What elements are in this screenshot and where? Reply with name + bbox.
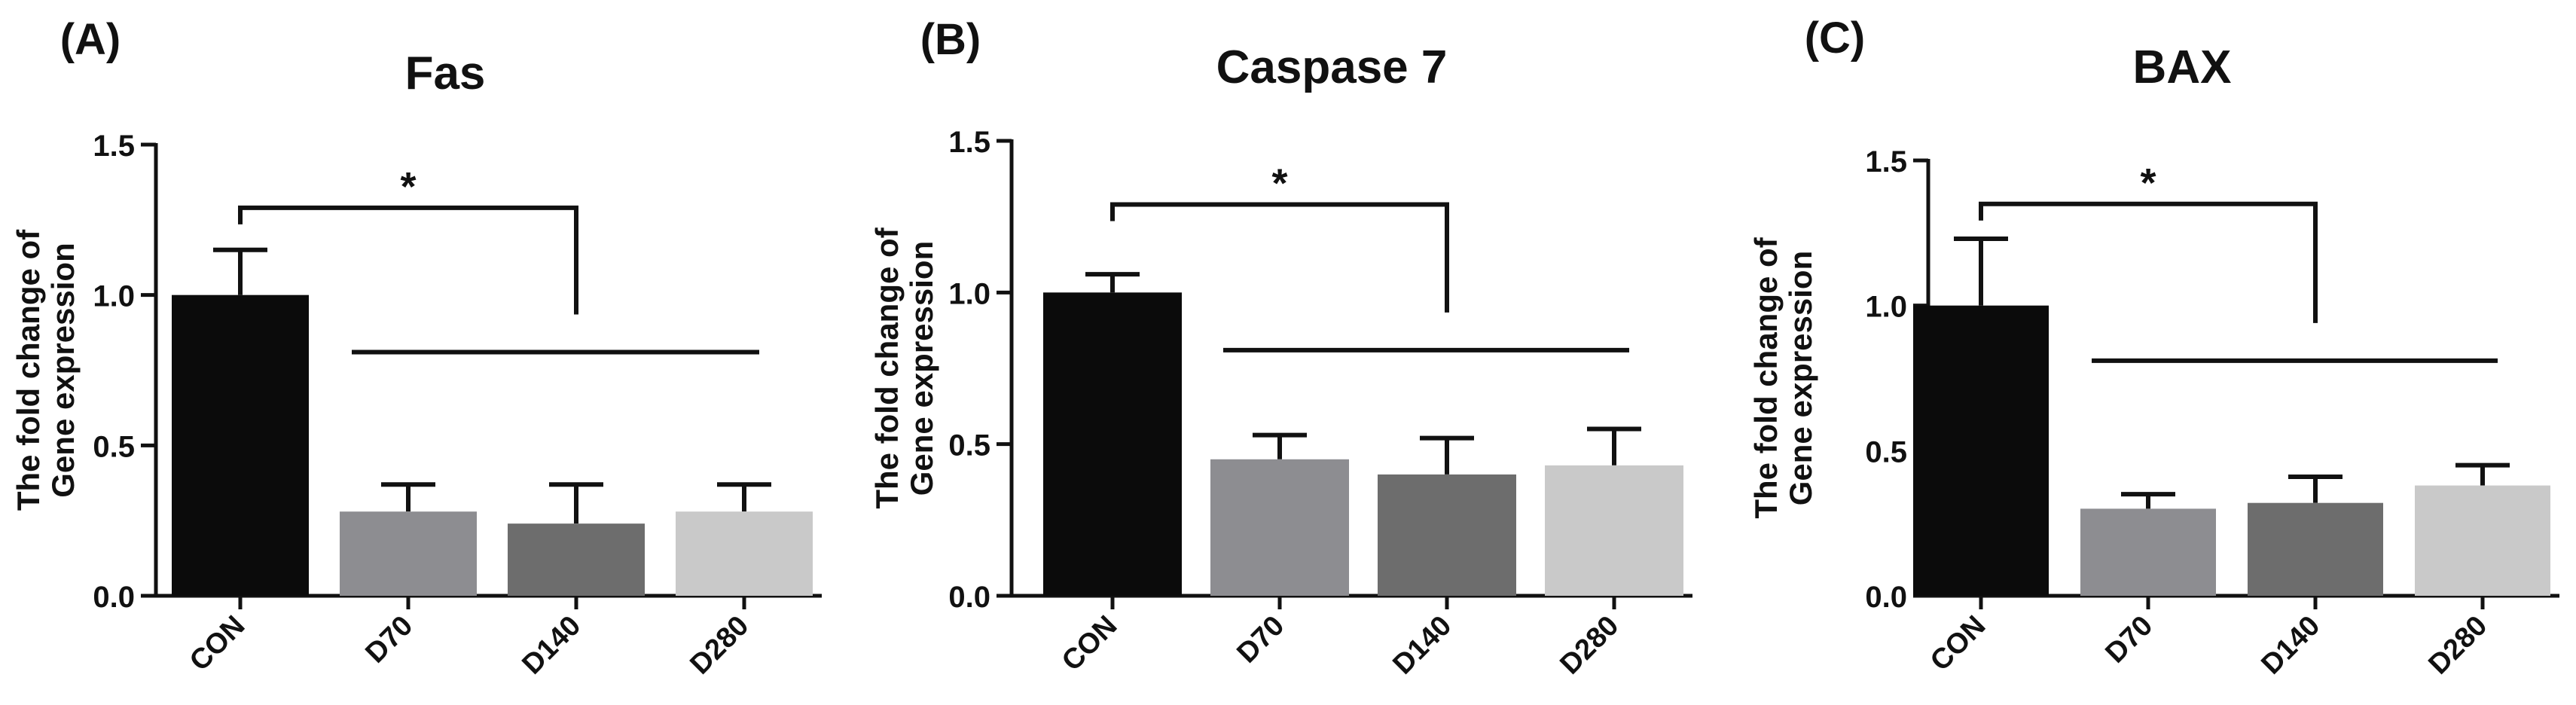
bar-d280 — [1545, 465, 1683, 596]
x-tick-label: D280 — [684, 610, 755, 681]
panel-label: (B) — [920, 15, 981, 64]
y-axis-label-line1: The fold change of — [1748, 237, 1784, 518]
chart-title: BAX — [2133, 41, 2232, 93]
bar-d280 — [2415, 485, 2550, 596]
bar-con — [172, 295, 309, 596]
y-tick-label: 1.5 — [1865, 145, 1907, 179]
sig-asterisk: * — [2140, 160, 2156, 206]
y-tick-label: 0.5 — [93, 430, 135, 463]
x-tick-label: D70 — [1231, 610, 1290, 670]
sig-asterisk: * — [1271, 161, 1287, 206]
bar-d70 — [2080, 508, 2216, 596]
y-tick-label: 0.5 — [948, 429, 990, 462]
bar-d70 — [340, 511, 477, 596]
x-tick-label: CON — [1924, 610, 1992, 677]
bar-con — [1913, 305, 2049, 596]
y-tick-label: 0.5 — [1865, 435, 1907, 468]
bar-d140 — [2248, 502, 2383, 596]
bar-d70 — [1210, 459, 1349, 596]
sig-asterisk: * — [400, 164, 416, 209]
y-axis-label-line1: The fold change of — [869, 227, 905, 508]
x-tick-label: D70 — [359, 610, 419, 670]
y-tick-label: 0.0 — [948, 581, 990, 614]
y-tick-label: 1.0 — [948, 277, 990, 310]
x-tick-label: CON — [1056, 610, 1123, 677]
x-tick-label: D140 — [2255, 610, 2326, 681]
y-tick-label: 1.0 — [93, 280, 135, 313]
chart-title: Fas — [405, 47, 486, 99]
y-tick-label: 1.0 — [1865, 291, 1907, 324]
y-axis-label-line2: Gene expression — [45, 243, 81, 497]
y-axis-label-line2: Gene expression — [904, 241, 939, 496]
chart-title: Caspase 7 — [1216, 41, 1448, 93]
x-tick-label: D70 — [2099, 610, 2159, 670]
y-axis-label-line1: The fold change of — [11, 229, 46, 511]
panel-label: (A) — [60, 15, 121, 64]
x-tick-label: D280 — [1554, 610, 1625, 681]
x-tick-label: CON — [184, 610, 251, 677]
panel-label: (C) — [1805, 14, 1866, 63]
y-tick-label: 0.0 — [1865, 581, 1907, 614]
bar-d140 — [1378, 474, 1516, 596]
y-tick-label: 1.5 — [948, 126, 990, 159]
bar-con — [1043, 292, 1182, 596]
y-tick-label: 0.0 — [93, 581, 135, 614]
x-tick-label: D140 — [1387, 610, 1457, 681]
x-tick-label: D280 — [2422, 610, 2493, 681]
bar-d140 — [508, 523, 645, 596]
y-tick-label: 1.5 — [93, 130, 135, 163]
y-axis-label-line2: Gene expression — [1783, 251, 1818, 505]
x-tick-label: D140 — [516, 610, 587, 681]
bar-d280 — [676, 511, 813, 596]
